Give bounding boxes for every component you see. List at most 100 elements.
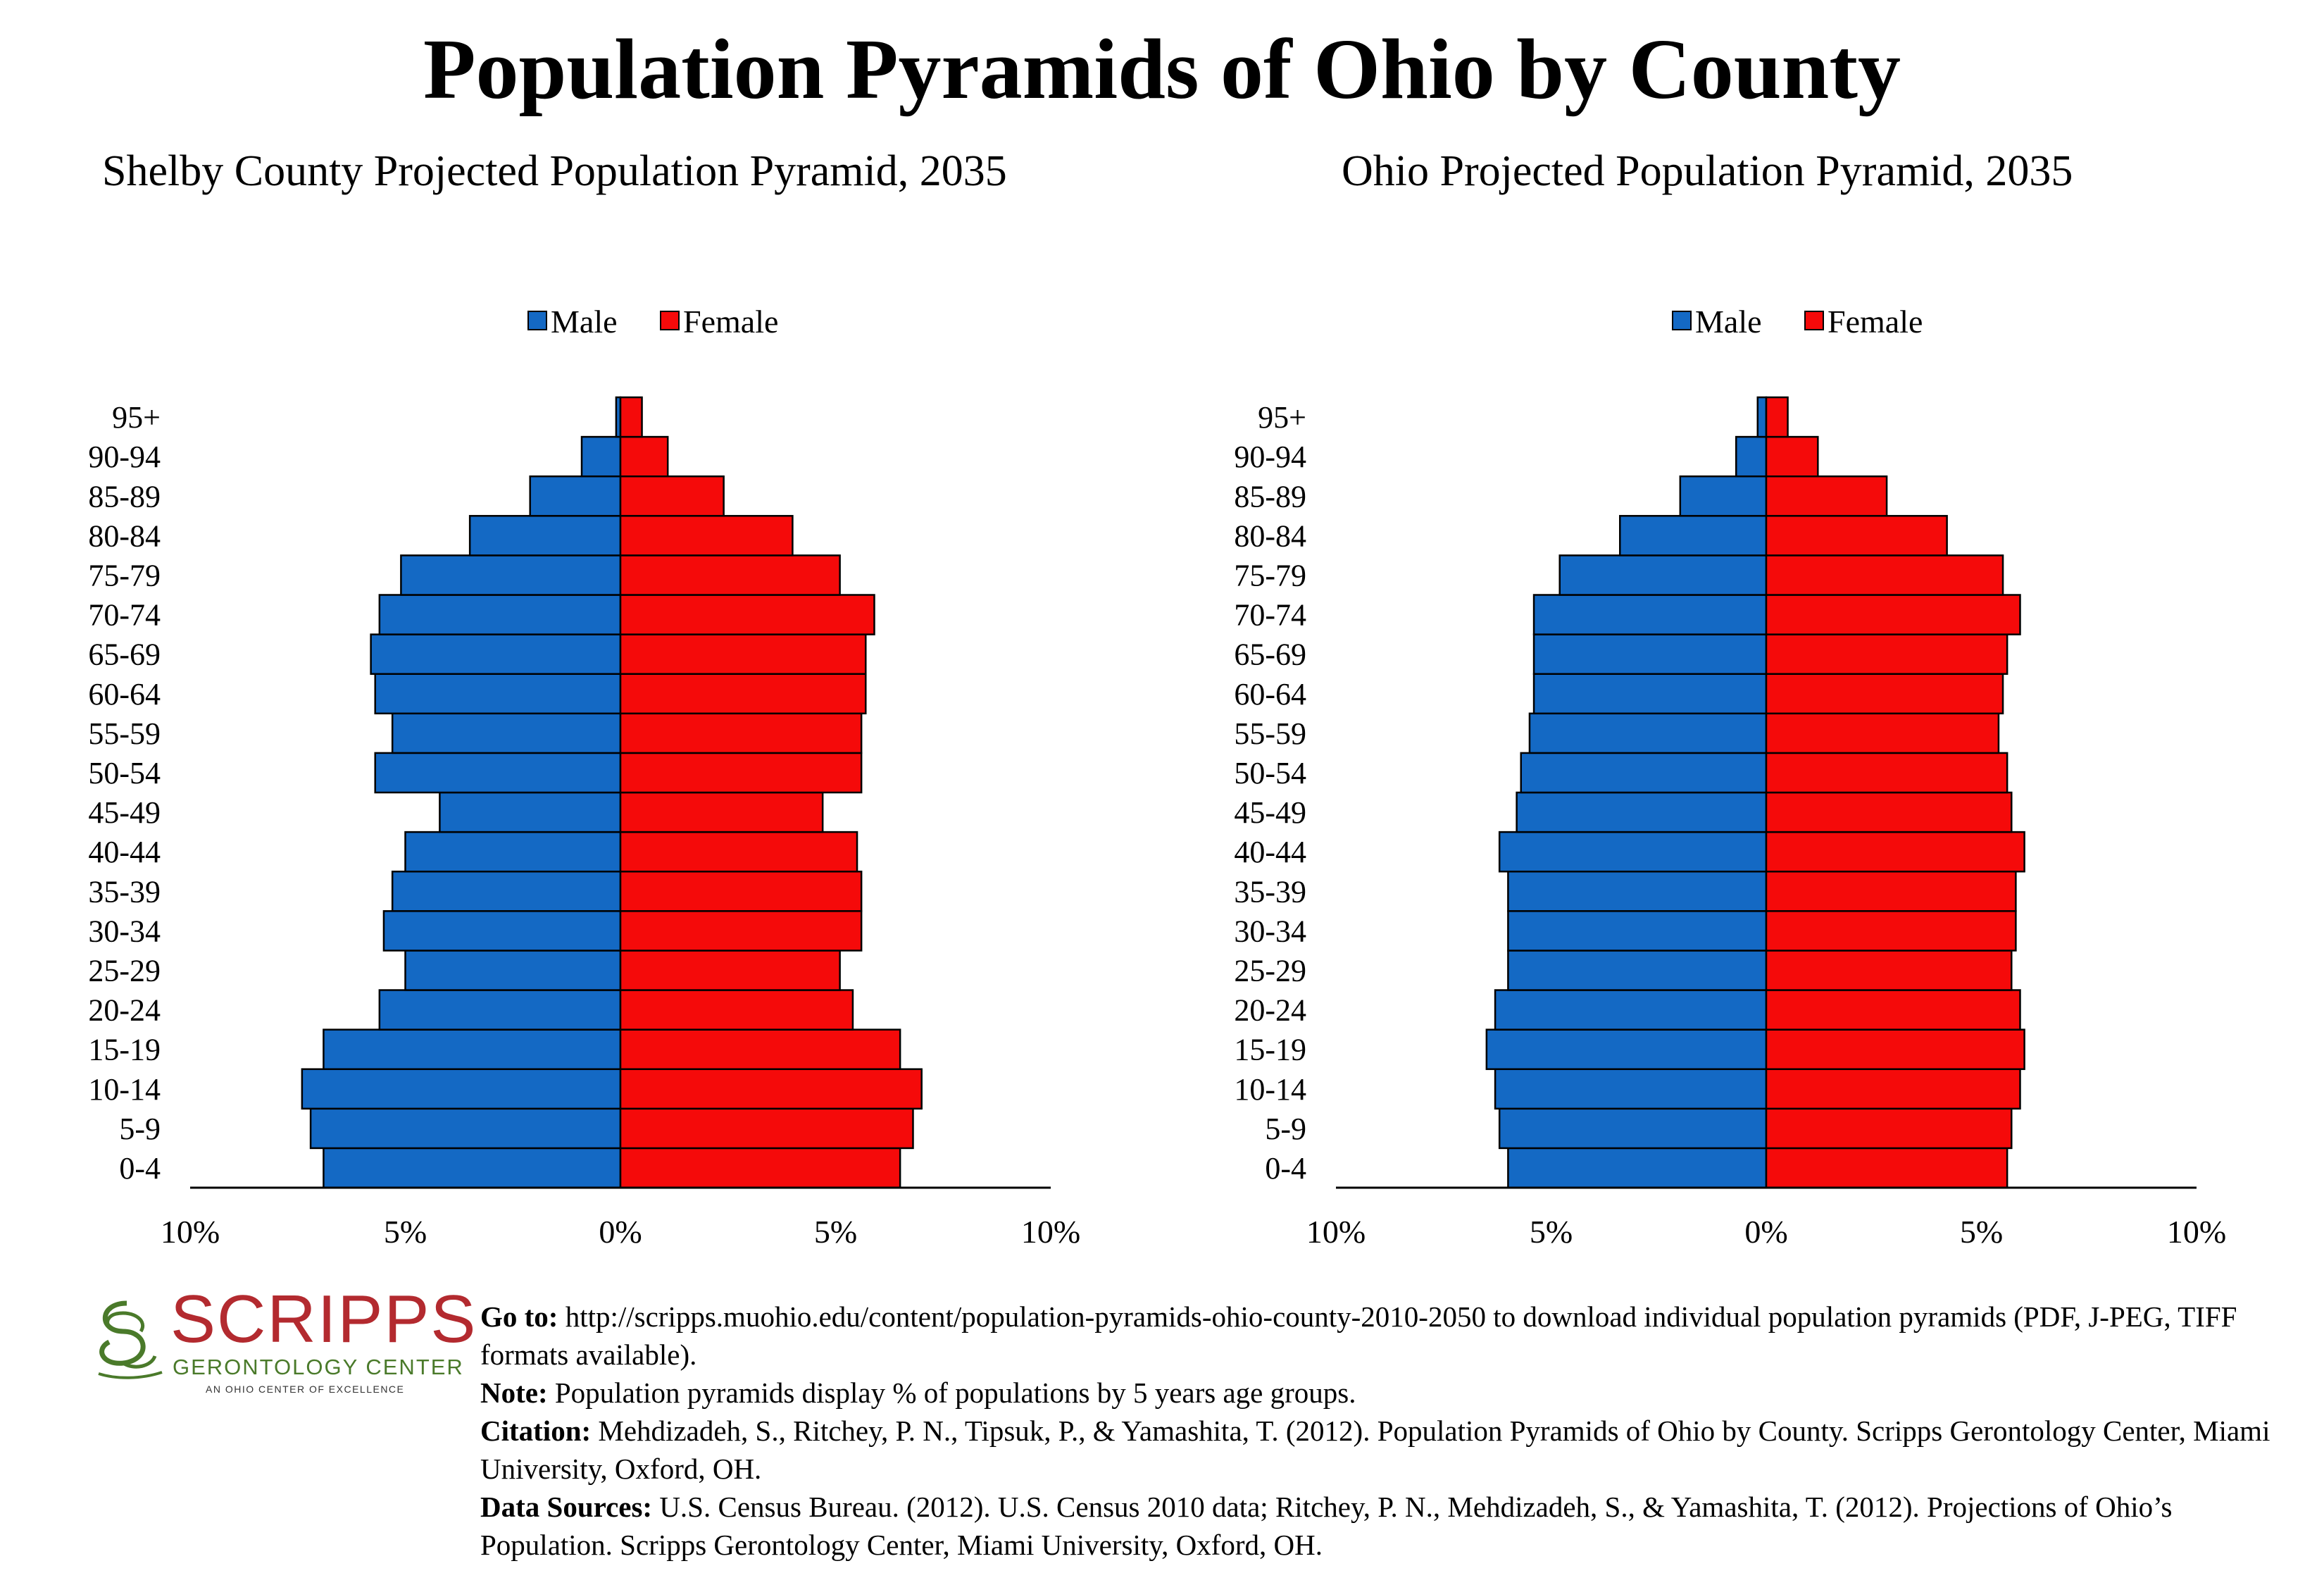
bar-female-60-64 xyxy=(1765,673,2004,715)
bar-male-70-74 xyxy=(378,594,622,635)
legend-swatch-female xyxy=(660,311,680,330)
legend-label-male: Male xyxy=(1695,304,1762,340)
x-tick-label: 5% xyxy=(1960,1214,2003,1250)
bar-male-30-34 xyxy=(1507,910,1768,952)
legend-label-female: Female xyxy=(1828,304,1923,340)
bar-female-40-44 xyxy=(1765,831,2025,873)
x-tick-label: 10% xyxy=(161,1214,220,1250)
bar-male-30-34 xyxy=(382,910,622,952)
scripps-logo: SCRIPPS GERONTOLOGY CENTER AN OHIO CENTE… xyxy=(85,1286,475,1398)
legend-swatch-female xyxy=(1804,311,1824,330)
bar-male-15-19 xyxy=(1485,1028,1768,1070)
bar-male-80-84 xyxy=(1619,515,1768,557)
scripps-swirl-icon xyxy=(98,1300,163,1379)
age-label: 65-69 xyxy=(88,638,161,672)
bar-female-90-94 xyxy=(1765,435,1819,478)
age-label: 95+ xyxy=(112,400,161,435)
bar-female-90-94 xyxy=(619,435,669,478)
legend: Male Female xyxy=(1672,304,1923,340)
age-label: 45-49 xyxy=(88,795,161,830)
x-tick-label: 10% xyxy=(1021,1214,1080,1250)
age-label: 5-9 xyxy=(1265,1112,1306,1146)
x-tick-label: 5% xyxy=(814,1214,857,1250)
legend: Male Female xyxy=(527,304,778,340)
bar-male-10-14 xyxy=(1494,1068,1768,1110)
bar-male-5-9 xyxy=(309,1107,622,1150)
bar-female-0-4 xyxy=(619,1147,901,1189)
age-label: 30-34 xyxy=(1234,914,1306,948)
age-label: 40-44 xyxy=(1234,835,1306,869)
bar-female-55-59 xyxy=(619,712,863,754)
bar-male-50-54 xyxy=(374,752,622,794)
bar-female-80-84 xyxy=(619,515,794,557)
bar-male-10-14 xyxy=(301,1068,622,1110)
age-label: 10-14 xyxy=(1234,1072,1306,1107)
age-label: 85-89 xyxy=(88,479,161,514)
bar-male-95+ xyxy=(1756,396,1768,438)
age-label: 35-39 xyxy=(1234,874,1306,909)
bar-female-85-89 xyxy=(619,475,725,517)
bar-female-0-4 xyxy=(1765,1147,2008,1189)
bar-female-5-9 xyxy=(1765,1107,2013,1150)
age-label: 70-74 xyxy=(1234,598,1306,633)
bar-male-55-59 xyxy=(1528,712,1768,754)
age-label: 15-19 xyxy=(1234,1033,1306,1067)
age-label: 50-54 xyxy=(88,756,161,790)
bar-male-35-39 xyxy=(1507,870,1768,912)
legend-swatch-male xyxy=(1672,311,1692,330)
age-label: 35-39 xyxy=(88,874,161,909)
bar-female-15-19 xyxy=(619,1028,901,1070)
bar-male-0-4 xyxy=(1507,1147,1768,1189)
age-label: 25-29 xyxy=(88,953,161,988)
age-label: 60-64 xyxy=(1234,677,1306,711)
bar-female-5-9 xyxy=(619,1107,914,1150)
x-tick-label: 0% xyxy=(1744,1214,1787,1250)
bar-male-90-94 xyxy=(580,435,622,478)
x-tick-label: 10% xyxy=(2167,1214,2226,1250)
bar-male-60-64 xyxy=(374,673,622,715)
age-label: 70-74 xyxy=(88,598,161,633)
bar-female-40-44 xyxy=(619,831,858,873)
bar-male-35-39 xyxy=(391,870,622,912)
bar-female-95+ xyxy=(1765,396,1789,438)
logo-subtitle: GERONTOLOGY CENTER xyxy=(173,1355,464,1379)
bar-female-35-39 xyxy=(619,870,863,912)
footer-notes: Go to: http://scripps.muohio.edu/content… xyxy=(480,1298,2311,1564)
legend-swatch-male xyxy=(527,311,547,330)
bar-male-50-54 xyxy=(1520,752,1768,794)
age-label: 40-44 xyxy=(88,835,161,869)
bar-male-85-89 xyxy=(1679,475,1768,517)
bar-female-25-29 xyxy=(619,950,841,991)
bar-male-75-79 xyxy=(1558,554,1768,596)
bar-female-70-74 xyxy=(1765,594,2021,635)
bar-male-15-19 xyxy=(323,1028,622,1070)
age-label: 5-9 xyxy=(119,1112,161,1146)
bar-male-65-69 xyxy=(370,633,622,675)
bar-female-10-14 xyxy=(1765,1068,2021,1110)
bar-female-85-89 xyxy=(1765,475,1888,517)
bar-female-95+ xyxy=(619,396,643,438)
age-label: 10-14 xyxy=(88,1072,161,1107)
bar-female-20-24 xyxy=(619,989,854,1031)
age-label: 95+ xyxy=(1258,400,1306,435)
age-label: 90-94 xyxy=(1234,440,1306,474)
age-label: 80-84 xyxy=(1234,518,1306,553)
age-label: 85-89 xyxy=(1234,479,1306,514)
bar-female-65-69 xyxy=(1765,633,2008,675)
footer-sources: Data Sources: U.S. Census Bureau. (2012)… xyxy=(480,1491,2173,1561)
x-tick-label: 5% xyxy=(1530,1214,1573,1250)
age-label: 75-79 xyxy=(1234,558,1306,592)
bar-female-60-64 xyxy=(619,673,867,715)
age-label: 20-24 xyxy=(1234,993,1306,1028)
bar-male-20-24 xyxy=(378,989,622,1031)
bar-female-55-59 xyxy=(1765,712,2000,754)
bar-male-0-4 xyxy=(323,1147,622,1189)
bar-female-30-34 xyxy=(619,910,863,952)
age-label: 55-59 xyxy=(1234,716,1306,751)
bar-female-15-19 xyxy=(1765,1028,2025,1070)
age-label: 90-94 xyxy=(88,440,161,474)
age-label: 0-4 xyxy=(1265,1151,1306,1186)
x-tick-label: 0% xyxy=(599,1214,642,1250)
bar-female-45-49 xyxy=(1765,791,2013,833)
bar-female-50-54 xyxy=(619,752,863,794)
